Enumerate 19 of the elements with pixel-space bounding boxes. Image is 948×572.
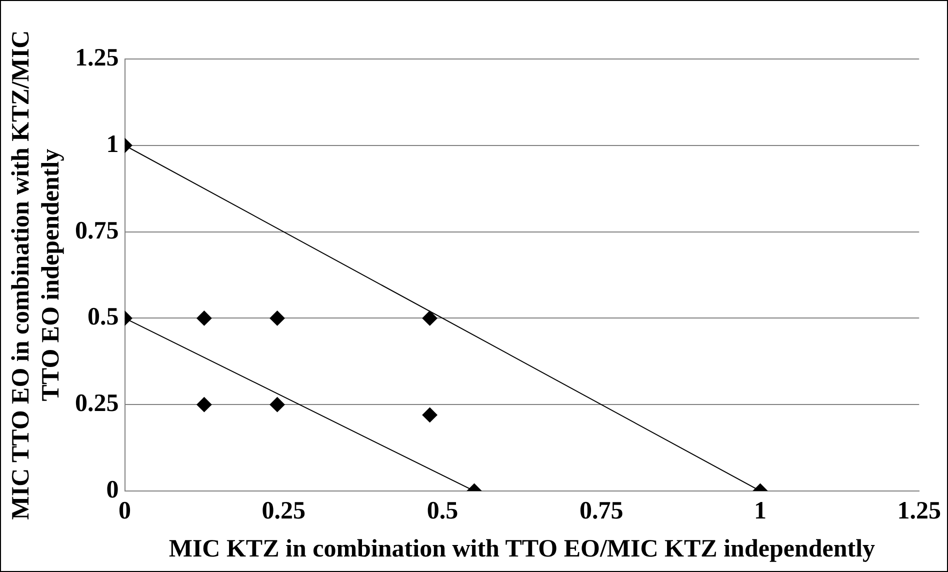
x-axis-title: MIC KTZ in combination with TTO EO/MIC KTZ independently <box>168 535 876 562</box>
point <box>270 310 285 326</box>
point <box>196 310 212 326</box>
point <box>196 397 212 412</box>
y-tick-label: 1.25 <box>75 44 119 72</box>
x-tick-label: 0.75 <box>580 497 624 524</box>
x-tick-label: 0.25 <box>262 497 306 524</box>
point <box>270 397 285 412</box>
y-tick-label: 0.75 <box>75 217 119 244</box>
y-tick-label: 0.5 <box>88 304 119 331</box>
x-tick-label: 1.25 <box>897 497 941 524</box>
y-axis-title: MIC TTO EO in combination with KTZ/MIC TTO EO independently <box>7 30 64 520</box>
y-tick-label: 0.25 <box>75 390 119 418</box>
point <box>422 407 438 422</box>
y-tick-label: 1 <box>106 130 119 158</box>
x-tick-label: 1 <box>754 497 766 524</box>
x-tick-label: 0.5 <box>426 497 458 524</box>
y-tick-label: 0 <box>106 476 119 504</box>
point <box>422 310 438 326</box>
